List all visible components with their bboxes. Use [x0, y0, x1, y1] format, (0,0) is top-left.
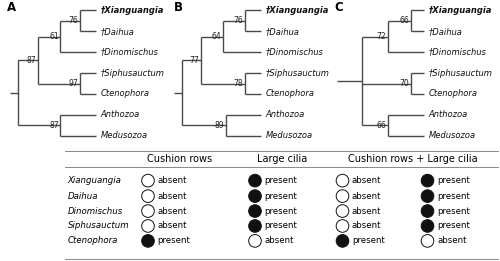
Text: absent: absent	[158, 206, 187, 216]
Ellipse shape	[248, 174, 262, 187]
Ellipse shape	[336, 220, 349, 232]
Text: absent: absent	[352, 192, 382, 201]
Text: 70: 70	[399, 79, 409, 88]
Text: 76: 76	[234, 16, 243, 25]
Text: absent: absent	[264, 236, 294, 245]
Text: 87: 87	[26, 56, 36, 64]
Ellipse shape	[142, 205, 154, 217]
Text: absent: absent	[158, 176, 187, 185]
Ellipse shape	[248, 190, 262, 203]
Text: present: present	[437, 222, 470, 230]
Text: Ctenophora: Ctenophora	[266, 90, 314, 98]
Text: †Daihua: †Daihua	[101, 27, 135, 36]
Text: 97: 97	[68, 79, 78, 88]
Text: Medusozoa: Medusozoa	[266, 131, 312, 140]
Text: absent: absent	[352, 206, 382, 216]
Ellipse shape	[336, 174, 349, 187]
Text: absent: absent	[437, 236, 466, 245]
Text: 76: 76	[68, 16, 78, 25]
Text: present: present	[158, 236, 190, 245]
Text: †Xianguangia: †Xianguangia	[428, 6, 492, 15]
Text: Ctenophora: Ctenophora	[428, 90, 478, 98]
Text: 64: 64	[212, 32, 222, 41]
Text: 66: 66	[376, 121, 386, 130]
Text: 87: 87	[49, 121, 58, 130]
Text: †Xianguangia: †Xianguangia	[266, 6, 329, 15]
Ellipse shape	[336, 205, 349, 217]
Text: 61: 61	[49, 32, 58, 41]
Text: absent: absent	[352, 222, 382, 230]
Text: present: present	[264, 176, 298, 185]
Text: Siphusauctum: Siphusauctum	[68, 222, 129, 230]
Text: Anthozoa: Anthozoa	[428, 110, 468, 119]
Text: absent: absent	[158, 192, 187, 201]
Text: A: A	[6, 2, 16, 14]
Ellipse shape	[248, 205, 262, 217]
Ellipse shape	[142, 190, 154, 203]
Ellipse shape	[421, 235, 434, 247]
Text: Dinomischus: Dinomischus	[68, 206, 123, 216]
Text: Xianguangia: Xianguangia	[68, 176, 122, 185]
Text: 72: 72	[376, 32, 386, 41]
Text: present: present	[264, 206, 298, 216]
Text: †Daihua: †Daihua	[266, 27, 300, 36]
Text: †Daihua: †Daihua	[428, 27, 462, 36]
Text: 78: 78	[234, 79, 243, 88]
Text: Daihua: Daihua	[68, 192, 98, 201]
Text: Ctenophora: Ctenophora	[101, 90, 150, 98]
Text: †Siphusauctum: †Siphusauctum	[266, 69, 330, 78]
Text: †Dinomischus: †Dinomischus	[428, 48, 486, 57]
Text: †Xianguangia: †Xianguangia	[101, 6, 164, 15]
Ellipse shape	[336, 235, 349, 247]
Text: C: C	[334, 2, 343, 14]
Text: Cushion rows + Large cilia: Cushion rows + Large cilia	[348, 154, 478, 164]
Text: †Siphusauctum: †Siphusauctum	[428, 69, 492, 78]
Text: †Siphusauctum: †Siphusauctum	[101, 69, 165, 78]
Ellipse shape	[248, 235, 262, 247]
Text: Large cilia: Large cilia	[258, 154, 308, 164]
Text: present: present	[437, 206, 470, 216]
Text: present: present	[264, 192, 298, 201]
Text: Medusozoa: Medusozoa	[428, 131, 476, 140]
Ellipse shape	[336, 190, 349, 203]
Ellipse shape	[142, 235, 154, 247]
Ellipse shape	[248, 220, 262, 232]
Ellipse shape	[421, 220, 434, 232]
Text: †Dinomischus: †Dinomischus	[101, 48, 159, 57]
Text: 66: 66	[399, 16, 409, 25]
Text: present: present	[264, 222, 298, 230]
Text: present: present	[437, 176, 470, 185]
Text: Medusozoa: Medusozoa	[101, 131, 148, 140]
Ellipse shape	[142, 174, 154, 187]
Text: present: present	[437, 192, 470, 201]
Text: 89: 89	[215, 121, 224, 130]
Text: Anthozoa: Anthozoa	[101, 110, 140, 119]
Ellipse shape	[142, 220, 154, 232]
Text: absent: absent	[352, 176, 382, 185]
Text: 77: 77	[190, 56, 200, 64]
Text: Anthozoa: Anthozoa	[266, 110, 304, 119]
Text: present: present	[352, 236, 385, 245]
Text: Cushion rows: Cushion rows	[148, 154, 212, 164]
Text: Ctenophora: Ctenophora	[68, 236, 118, 245]
Text: B: B	[174, 2, 183, 14]
Text: absent: absent	[158, 222, 187, 230]
Text: †Dinomischus: †Dinomischus	[266, 48, 324, 57]
Ellipse shape	[421, 174, 434, 187]
Ellipse shape	[421, 205, 434, 217]
Ellipse shape	[421, 190, 434, 203]
